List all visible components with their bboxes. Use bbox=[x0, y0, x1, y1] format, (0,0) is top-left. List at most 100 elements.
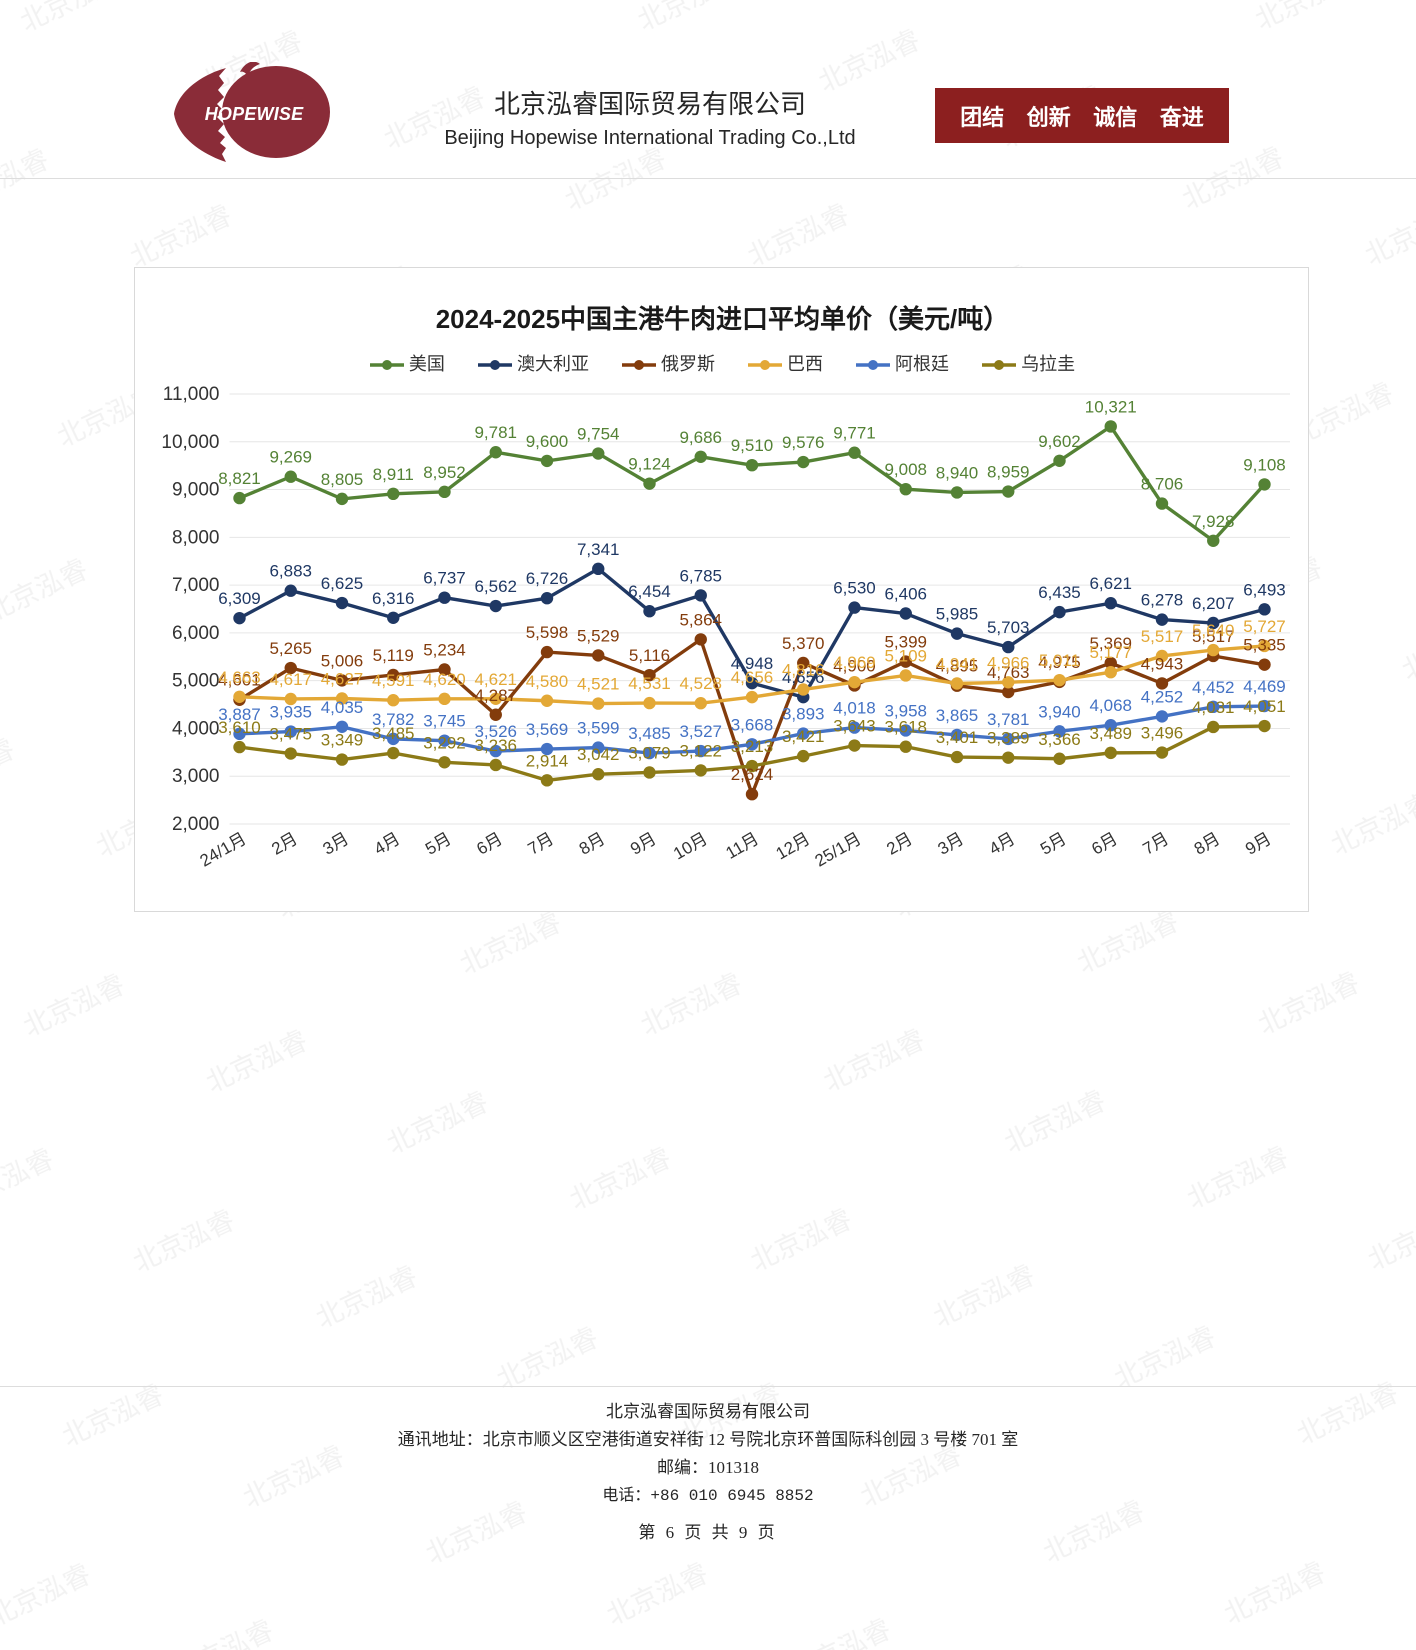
svg-text:7,000: 7,000 bbox=[172, 575, 220, 596]
svg-text:6月: 6月 bbox=[473, 829, 505, 859]
svg-text:9,686: 9,686 bbox=[679, 428, 722, 447]
svg-text:3,781: 3,781 bbox=[987, 710, 1030, 729]
svg-text:5,517: 5,517 bbox=[1141, 627, 1184, 646]
svg-text:11,000: 11,000 bbox=[163, 384, 220, 405]
svg-text:4,620: 4,620 bbox=[423, 670, 466, 689]
svg-text:3,668: 3,668 bbox=[731, 715, 774, 734]
svg-text:11月: 11月 bbox=[722, 829, 762, 863]
svg-text:9,771: 9,771 bbox=[833, 424, 876, 443]
svg-text:9,602: 9,602 bbox=[1038, 432, 1081, 451]
svg-text:4,031: 4,031 bbox=[1192, 698, 1235, 717]
svg-text:3,569: 3,569 bbox=[526, 720, 569, 739]
svg-text:4月: 4月 bbox=[986, 829, 1018, 859]
svg-text:9月: 9月 bbox=[627, 829, 659, 859]
svg-text:8,000: 8,000 bbox=[172, 527, 220, 548]
svg-text:4月: 4月 bbox=[371, 829, 403, 859]
svg-text:9,008: 9,008 bbox=[884, 460, 927, 479]
svg-text:3,236: 3,236 bbox=[474, 736, 517, 755]
svg-text:4,656: 4,656 bbox=[731, 668, 774, 687]
svg-text:2,914: 2,914 bbox=[526, 751, 569, 770]
svg-text:6,530: 6,530 bbox=[833, 579, 876, 598]
svg-text:4,051: 4,051 bbox=[1243, 697, 1286, 716]
svg-text:2月: 2月 bbox=[883, 829, 915, 859]
svg-text:9,576: 9,576 bbox=[782, 433, 825, 452]
svg-text:4,943: 4,943 bbox=[1141, 654, 1184, 673]
svg-text:9,269: 9,269 bbox=[269, 448, 312, 467]
svg-text:4,966: 4,966 bbox=[987, 653, 1030, 672]
svg-text:4,531: 4,531 bbox=[628, 674, 671, 693]
svg-text:4,000: 4,000 bbox=[172, 718, 220, 739]
svg-text:4,617: 4,617 bbox=[269, 670, 312, 689]
svg-text:3,475: 3,475 bbox=[269, 725, 312, 744]
svg-text:10月: 10月 bbox=[670, 829, 711, 863]
svg-text:9,754: 9,754 bbox=[577, 425, 620, 444]
svg-text:5,119: 5,119 bbox=[373, 646, 414, 665]
svg-text:3,389: 3,389 bbox=[987, 729, 1030, 748]
svg-text:3,079: 3,079 bbox=[628, 743, 671, 762]
svg-text:6,454: 6,454 bbox=[628, 582, 671, 601]
svg-text:3,349: 3,349 bbox=[321, 731, 364, 750]
svg-text:6,785: 6,785 bbox=[679, 566, 722, 585]
svg-text:9,000: 9,000 bbox=[172, 480, 220, 501]
svg-text:4,621: 4,621 bbox=[474, 670, 517, 689]
svg-text:6,316: 6,316 bbox=[372, 589, 415, 608]
svg-text:3,865: 3,865 bbox=[936, 706, 979, 725]
svg-text:3,213: 3,213 bbox=[731, 737, 774, 756]
svg-text:5,000: 5,000 bbox=[172, 671, 220, 692]
svg-text:6,406: 6,406 bbox=[884, 585, 927, 604]
svg-text:3,745: 3,745 bbox=[423, 712, 466, 731]
svg-text:3,292: 3,292 bbox=[423, 733, 466, 752]
svg-text:5,598: 5,598 bbox=[526, 623, 569, 642]
svg-text:3,421: 3,421 bbox=[782, 727, 825, 746]
svg-text:6,493: 6,493 bbox=[1243, 580, 1286, 599]
svg-text:6,000: 6,000 bbox=[172, 623, 220, 644]
svg-text:4,521: 4,521 bbox=[577, 675, 620, 694]
svg-text:6月: 6月 bbox=[1088, 829, 1120, 859]
svg-text:5,265: 5,265 bbox=[269, 639, 312, 658]
svg-text:3月: 3月 bbox=[935, 829, 967, 859]
svg-text:7月: 7月 bbox=[525, 829, 557, 859]
svg-text:6,621: 6,621 bbox=[1089, 574, 1132, 593]
svg-text:6,435: 6,435 bbox=[1038, 583, 1081, 602]
svg-text:3,496: 3,496 bbox=[1141, 724, 1184, 743]
svg-text:3,485: 3,485 bbox=[628, 724, 671, 743]
svg-text:25/1月: 25/1月 bbox=[812, 829, 865, 871]
svg-text:4,941: 4,941 bbox=[936, 655, 979, 674]
svg-text:7月: 7月 bbox=[1140, 829, 1172, 859]
svg-text:3,940: 3,940 bbox=[1038, 702, 1081, 721]
svg-text:3,485: 3,485 bbox=[372, 724, 415, 743]
svg-text:8,940: 8,940 bbox=[936, 463, 979, 482]
svg-text:9,600: 9,600 bbox=[526, 432, 569, 451]
svg-text:5,109: 5,109 bbox=[884, 646, 927, 665]
svg-text:8,805: 8,805 bbox=[321, 470, 364, 489]
svg-text:3,643: 3,643 bbox=[833, 717, 876, 736]
svg-text:5,727: 5,727 bbox=[1243, 617, 1286, 636]
svg-text:8,706: 8,706 bbox=[1141, 475, 1184, 494]
svg-text:9,124: 9,124 bbox=[628, 455, 671, 474]
svg-text:5,703: 5,703 bbox=[987, 618, 1030, 637]
svg-text:8,959: 8,959 bbox=[987, 463, 1030, 482]
svg-text:8,952: 8,952 bbox=[423, 463, 466, 482]
svg-text:4,591: 4,591 bbox=[372, 671, 415, 690]
svg-text:5,177: 5,177 bbox=[1089, 643, 1132, 662]
svg-text:4,018: 4,018 bbox=[833, 699, 876, 718]
svg-text:2,000: 2,000 bbox=[172, 814, 220, 835]
svg-text:6,278: 6,278 bbox=[1141, 591, 1184, 610]
svg-text:5,370: 5,370 bbox=[782, 634, 825, 653]
svg-text:5,335: 5,335 bbox=[1243, 636, 1286, 655]
svg-text:3,366: 3,366 bbox=[1038, 730, 1081, 749]
svg-text:4,580: 4,580 bbox=[526, 672, 569, 691]
svg-text:24/1月: 24/1月 bbox=[197, 829, 250, 871]
svg-text:3,000: 3,000 bbox=[172, 766, 220, 787]
svg-text:6,883: 6,883 bbox=[269, 562, 312, 581]
svg-text:4,663: 4,663 bbox=[218, 668, 261, 687]
svg-text:4,252: 4,252 bbox=[1141, 687, 1184, 706]
svg-text:5月: 5月 bbox=[422, 829, 454, 859]
svg-text:8,911: 8,911 bbox=[373, 465, 414, 484]
svg-text:5,006: 5,006 bbox=[321, 651, 364, 670]
svg-text:3,935: 3,935 bbox=[269, 703, 312, 722]
svg-text:8,821: 8,821 bbox=[218, 469, 261, 488]
svg-text:5,640: 5,640 bbox=[1192, 621, 1235, 640]
svg-text:9,108: 9,108 bbox=[1243, 455, 1286, 474]
svg-text:3,122: 3,122 bbox=[679, 741, 722, 760]
